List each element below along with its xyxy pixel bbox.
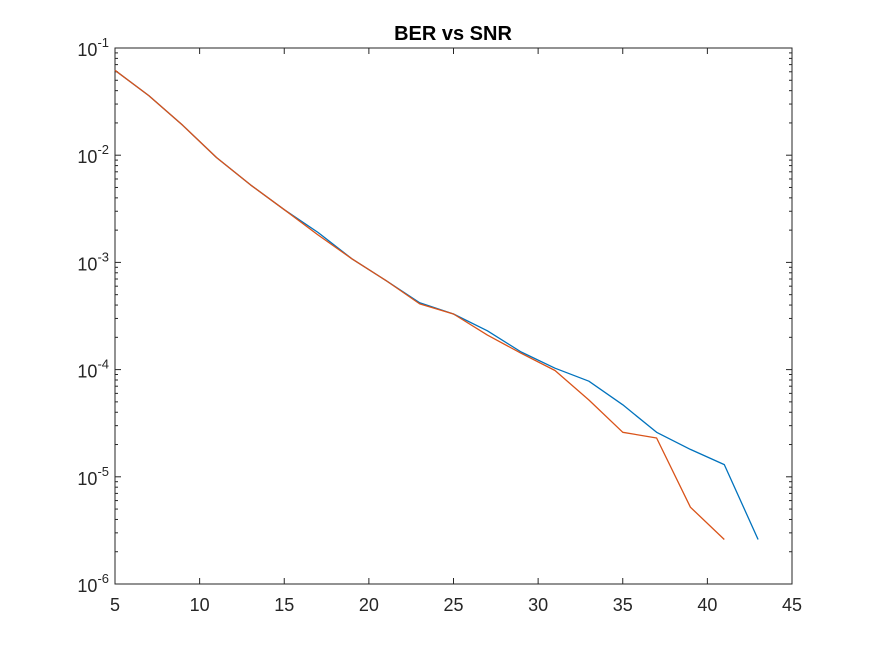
x-tick-label: 35 bbox=[613, 595, 633, 615]
y-tick-label: 10-4 bbox=[77, 357, 109, 382]
series-line-1 bbox=[114, 69, 759, 540]
x-tick-label: 45 bbox=[782, 595, 802, 615]
x-tick-label: 15 bbox=[274, 595, 294, 615]
y-tick-label: 10-5 bbox=[77, 464, 109, 489]
series-line-2 bbox=[114, 69, 725, 540]
y-tick-label: 10-2 bbox=[77, 142, 109, 167]
x-tick-label: 10 bbox=[190, 595, 210, 615]
y-tick-label: 10-3 bbox=[77, 249, 109, 274]
plot-frame bbox=[114, 47, 793, 585]
x-tick-label: 25 bbox=[443, 595, 463, 615]
x-tick-label: 30 bbox=[528, 595, 548, 615]
series-layer bbox=[114, 69, 759, 540]
x-tick-label: 40 bbox=[697, 595, 717, 615]
y-tick-label: 10-1 bbox=[77, 35, 109, 60]
y-tick-label: 10-6 bbox=[77, 571, 109, 596]
chart-title: BER vs SNR bbox=[394, 23, 512, 45]
x-tick-label: 5 bbox=[110, 595, 120, 615]
x-tick-label: 20 bbox=[359, 595, 379, 615]
plot-axes: 5 10 15 20 25 30 35 40 45 10-1 10-2 10-3 10-4 10-5 10-… bbox=[77, 35, 802, 615]
